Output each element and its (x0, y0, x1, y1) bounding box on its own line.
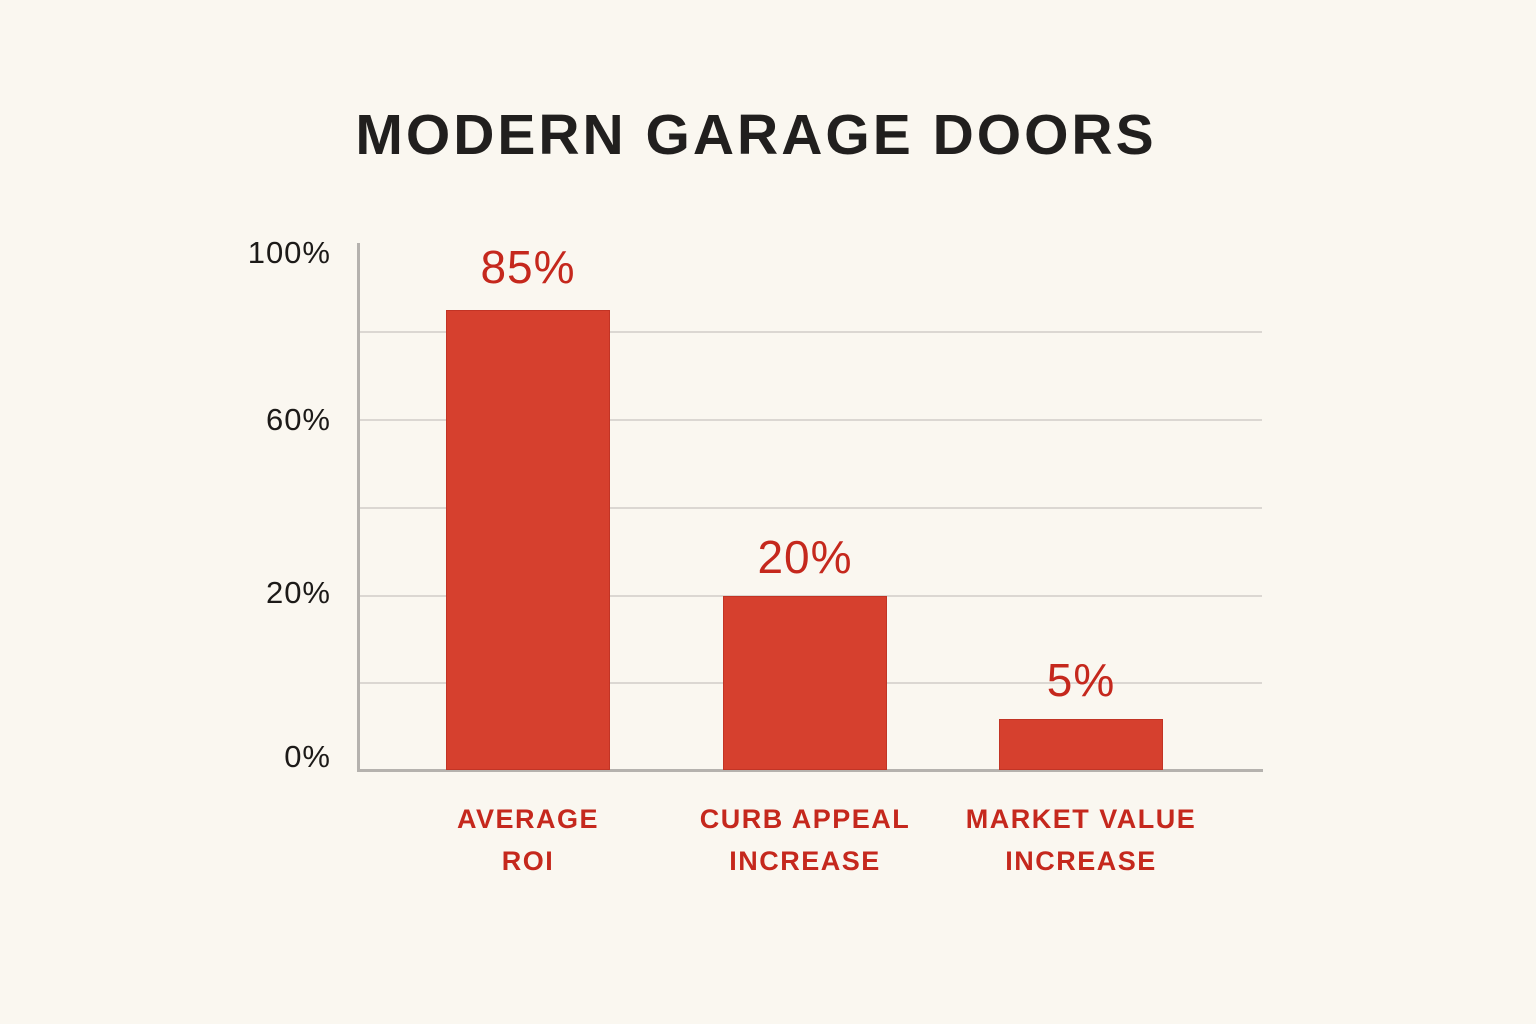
y-axis-tick-label: 100% (247, 235, 331, 270)
y-axis-line (357, 243, 360, 772)
category-label-market-value-increase: MARKET VALUE INCREASE (965, 804, 1197, 876)
gridline (359, 331, 1262, 333)
bar-average-roi (446, 310, 610, 770)
y-axis-tick-label: 0% (284, 739, 331, 774)
gridline (359, 507, 1262, 509)
category-label-curb-appeal-increase: CURB APPEAL INCREASE (699, 804, 911, 876)
category-label-average-roi: AVERAGE ROI (456, 804, 600, 876)
bar-value-label: 20% (757, 531, 853, 583)
y-axis-tick-label: 20% (265, 575, 331, 610)
bar-value-label: 5% (1046, 654, 1116, 706)
chart-title: MODERN GARAGE DOORS (355, 103, 1157, 167)
bar-curb-appeal-increase (723, 596, 887, 770)
gridline (359, 419, 1262, 421)
x-axis-line (357, 769, 1263, 772)
bar-market-value-increase (999, 719, 1163, 770)
y-axis-tick-label: 60% (265, 402, 331, 437)
bar-value-label: 85% (480, 241, 576, 293)
